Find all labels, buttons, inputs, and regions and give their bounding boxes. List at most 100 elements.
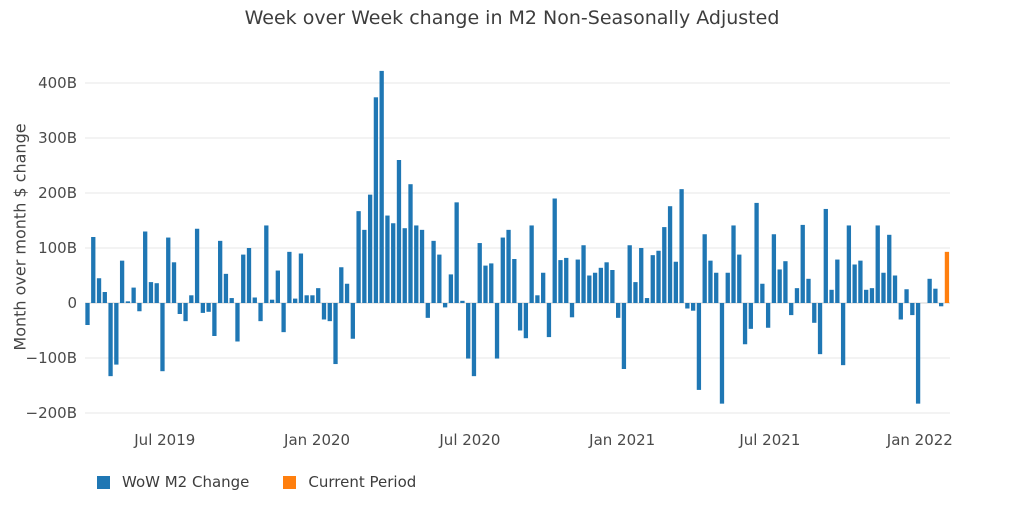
wow-m2-change-bar[interactable] (385, 215, 390, 303)
wow-m2-change-bar[interactable] (396, 160, 402, 303)
wow-m2-change-bar[interactable] (85, 303, 90, 325)
wow-m2-change-bar[interactable] (229, 298, 234, 303)
wow-m2-change-bar[interactable] (875, 225, 880, 303)
wow-m2-change-bar[interactable] (702, 234, 707, 303)
wow-m2-change-bar[interactable] (264, 225, 269, 303)
wow-m2-change-bar[interactable] (541, 272, 546, 303)
wow-m2-change-bar[interactable] (742, 303, 748, 345)
wow-m2-change-bar[interactable] (898, 303, 903, 320)
wow-m2-change-bar[interactable] (252, 297, 257, 304)
wow-m2-change-bar[interactable] (425, 303, 430, 318)
wow-m2-change-bar[interactable] (189, 295, 194, 303)
wow-m2-change-bar[interactable] (344, 283, 350, 303)
wow-m2-change-bar[interactable] (298, 253, 304, 304)
wow-m2-change-bar[interactable] (552, 198, 557, 304)
wow-m2-change-bar[interactable] (166, 237, 171, 303)
wow-m2-change-bar[interactable] (789, 303, 794, 316)
wow-m2-change-bar[interactable] (581, 245, 586, 303)
wow-m2-change-bar[interactable] (685, 303, 690, 309)
wow-m2-change-bar[interactable] (610, 270, 615, 303)
wow-m2-change-bar[interactable] (794, 288, 800, 303)
wow-m2-change-bar[interactable] (489, 263, 494, 303)
wow-m2-change-bar[interactable] (102, 292, 107, 303)
wow-m2-change-bar[interactable] (835, 259, 840, 303)
wow-m2-change-bar[interactable] (910, 303, 915, 316)
wow-m2-change-bar[interactable] (304, 295, 309, 303)
wow-m2-change-bar[interactable] (812, 303, 817, 323)
wow-m2-change-bar[interactable] (616, 303, 621, 318)
wow-m2-change-bar[interactable] (696, 303, 702, 390)
wow-m2-change-bar[interactable] (558, 260, 563, 303)
wow-m2-change-bar[interactable] (592, 272, 598, 303)
wow-m2-change-bar[interactable] (939, 303, 944, 307)
wow-m2-change-bar[interactable] (731, 225, 736, 303)
current-period-bar[interactable] (944, 251, 950, 303)
wow-m2-change-bar[interactable] (246, 248, 252, 303)
wow-m2-change-bar[interactable] (310, 295, 315, 303)
wow-m2-change-bar[interactable] (771, 234, 777, 303)
wow-m2-change-bar[interactable] (362, 229, 367, 303)
wow-m2-change-bar[interactable] (846, 225, 852, 303)
wow-m2-change-bar[interactable] (91, 237, 96, 303)
wow-m2-change-bar[interactable] (506, 229, 511, 303)
wow-m2-change-bar[interactable] (535, 295, 540, 303)
wow-m2-change-bar[interactable] (367, 194, 373, 303)
wow-m2-change-bar[interactable] (391, 223, 396, 303)
wow-m2-change-bar[interactable] (460, 300, 465, 303)
wow-m2-change-bar[interactable] (627, 245, 632, 303)
wow-m2-change-bar[interactable] (754, 202, 759, 303)
wow-m2-change-bar[interactable] (500, 237, 505, 303)
wow-m2-change-bar[interactable] (206, 303, 211, 312)
wow-m2-change-bar[interactable] (119, 260, 125, 303)
wow-m2-change-bar[interactable] (114, 303, 119, 365)
wow-m2-change-bar[interactable] (858, 260, 863, 303)
wow-m2-change-bar[interactable] (327, 303, 332, 322)
wow-m2-change-bar[interactable] (321, 303, 327, 320)
wow-m2-change-bar[interactable] (108, 303, 113, 377)
wow-m2-change-bar[interactable] (454, 202, 459, 303)
wow-m2-change-bar[interactable] (817, 303, 823, 355)
wow-m2-change-bar[interactable] (864, 289, 869, 303)
wow-m2-change-bar[interactable] (148, 282, 154, 303)
wow-m2-change-bar[interactable] (881, 272, 886, 303)
wow-m2-change-bar[interactable] (633, 282, 638, 303)
wow-m2-change-bar[interactable] (287, 251, 292, 303)
wow-m2-change-bar[interactable] (546, 303, 552, 338)
wow-m2-change-bar[interactable] (483, 265, 488, 303)
wow-m2-change-bar[interactable] (402, 228, 407, 303)
wow-m2-change-bar[interactable] (644, 298, 650, 303)
wow-m2-change-bar[interactable] (667, 206, 673, 303)
wow-m2-change-bar[interactable] (143, 231, 148, 304)
wow-m2-change-bar[interactable] (823, 208, 828, 303)
wow-m2-change-bar[interactable] (523, 303, 529, 339)
wow-m2-change-bar[interactable] (656, 250, 661, 303)
wow-m2-change-bar[interactable] (679, 189, 684, 303)
wow-m2-change-bar[interactable] (269, 299, 275, 303)
wow-m2-change-bar[interactable] (194, 228, 200, 303)
wow-m2-change-bar[interactable] (494, 303, 500, 359)
wow-m2-change-bar[interactable] (783, 261, 788, 303)
legend-item-current-period[interactable]: Current Period (283, 473, 416, 491)
wow-m2-change-bar[interactable] (373, 97, 379, 303)
wow-m2-change-bar[interactable] (218, 240, 223, 303)
wow-m2-change-bar[interactable] (350, 303, 355, 339)
wow-m2-change-bar[interactable] (598, 267, 603, 303)
wow-m2-change-bar[interactable] (517, 303, 523, 331)
wow-m2-change-bar[interactable] (448, 274, 454, 303)
wow-m2-change-bar[interactable] (765, 303, 771, 328)
wow-m2-change-bar[interactable] (223, 273, 229, 303)
wow-m2-change-bar[interactable] (639, 248, 644, 303)
wow-m2-change-bar[interactable] (356, 211, 361, 303)
wow-m2-change-bar[interactable] (408, 184, 413, 303)
wow-m2-change-bar[interactable] (339, 267, 344, 303)
wow-m2-change-bar[interactable] (904, 289, 909, 303)
wow-m2-change-bar[interactable] (673, 261, 678, 303)
wow-m2-change-bar[interactable] (829, 289, 834, 303)
wow-m2-change-bar[interactable] (748, 303, 753, 329)
wow-m2-change-bar[interactable] (466, 303, 471, 359)
wow-m2-change-bar[interactable] (887, 234, 892, 303)
wow-m2-change-bar[interactable] (431, 240, 436, 303)
wow-m2-change-bar[interactable] (621, 303, 627, 369)
wow-m2-change-bar[interactable] (437, 254, 442, 303)
wow-m2-change-bar[interactable] (512, 259, 517, 303)
